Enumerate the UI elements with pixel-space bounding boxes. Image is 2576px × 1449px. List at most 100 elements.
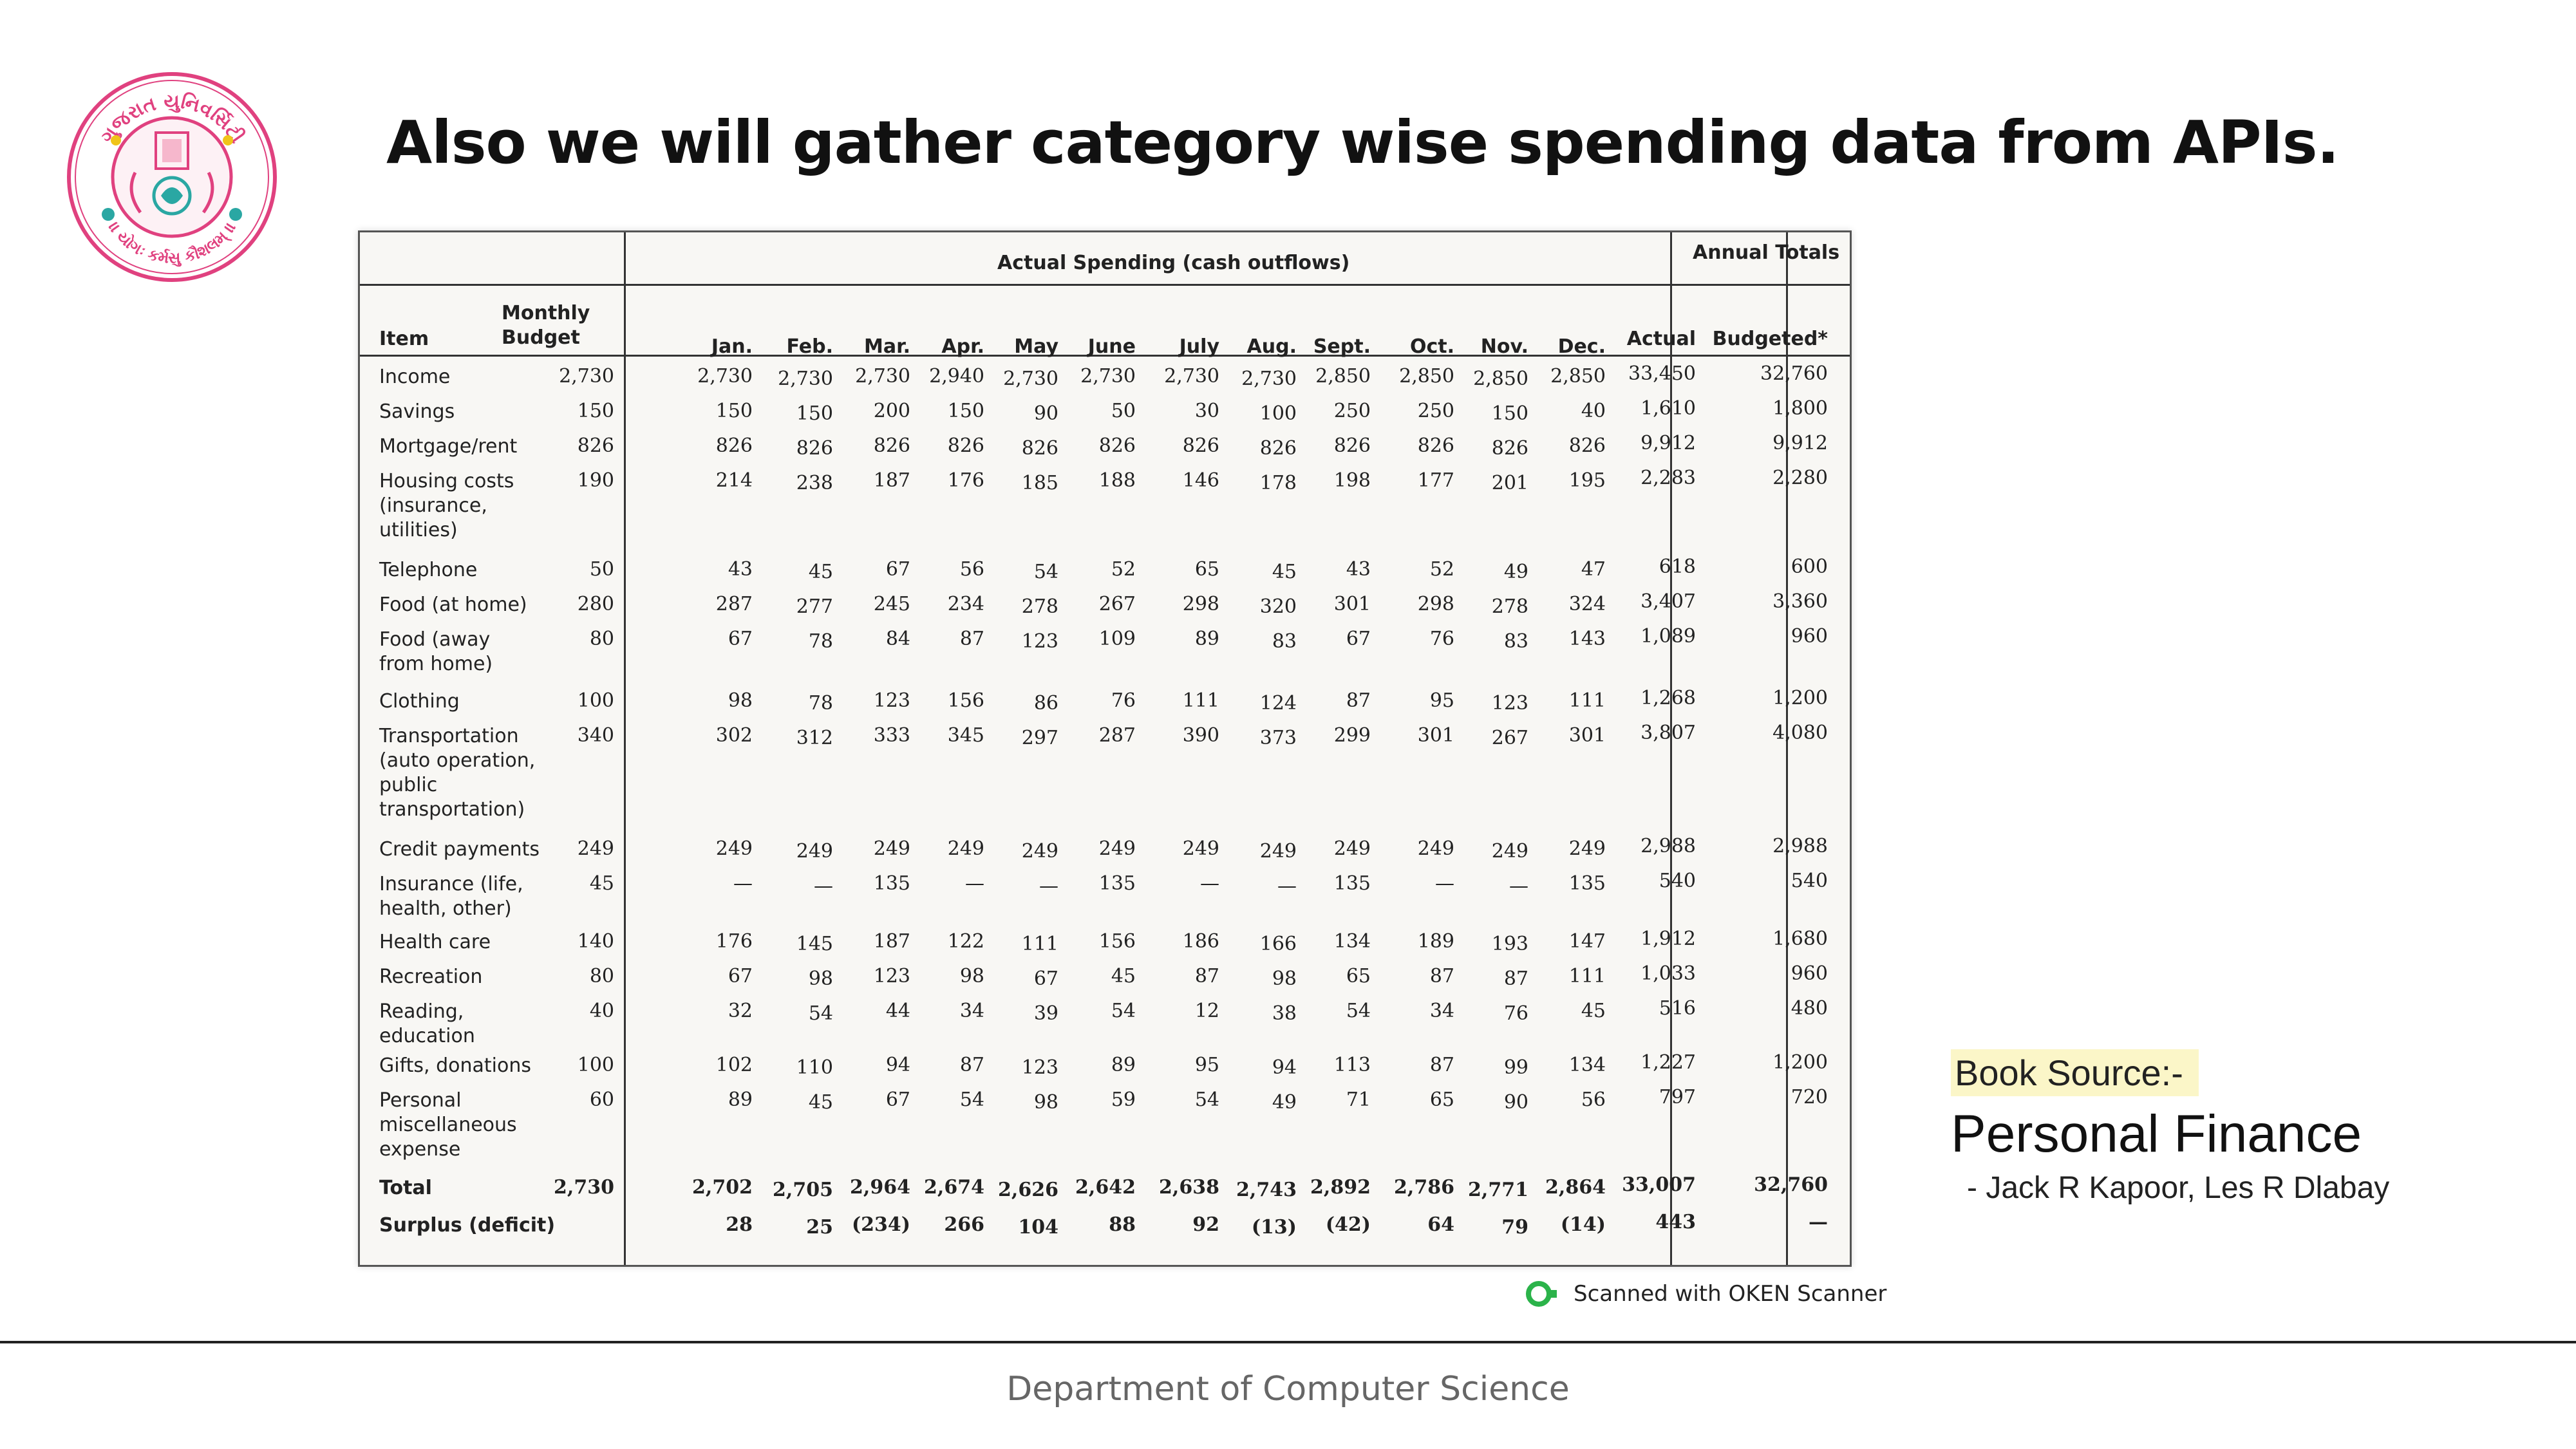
row-item-line: transportation) bbox=[379, 798, 525, 821]
footer-department: Department of Computer Science bbox=[1006, 1370, 1570, 1408]
row-month-value: 278 bbox=[1021, 595, 1058, 618]
row-month-value: 2,850 bbox=[1399, 365, 1454, 388]
row-item-line: Income bbox=[379, 366, 451, 388]
row-item-label: Clothing bbox=[379, 689, 460, 714]
row-month-value: 111 bbox=[1568, 689, 1606, 712]
row-month-value: 201 bbox=[1491, 472, 1528, 494]
row-month-value: 177 bbox=[1417, 469, 1454, 492]
row-item-label: Recreation bbox=[379, 965, 482, 989]
row-month-value: 83 bbox=[1503, 630, 1528, 653]
row-month-value: 145 bbox=[796, 933, 833, 955]
row-month-value: 826 bbox=[1259, 437, 1297, 460]
row-month-value: 189 bbox=[1417, 930, 1454, 953]
row-actual-total: 443 bbox=[1655, 1211, 1696, 1233]
row-month-value: 147 bbox=[1568, 930, 1606, 953]
row-month-value: 2,743 bbox=[1236, 1179, 1297, 1201]
row-month-value: 135 bbox=[873, 872, 910, 895]
row-month-value: 193 bbox=[1491, 933, 1528, 955]
row-month-value: 67 bbox=[728, 628, 753, 650]
row-month-value: 83 bbox=[1272, 630, 1297, 653]
row-month-value: 76 bbox=[1111, 689, 1136, 712]
footer-divider bbox=[0, 1341, 2576, 1343]
row-actual-total: 3,407 bbox=[1641, 590, 1696, 613]
row-month-value: 166 bbox=[1259, 933, 1297, 955]
month-header: Sept. bbox=[1313, 335, 1371, 358]
row-month-value: 50 bbox=[1111, 400, 1136, 422]
row-month-value: 2,892 bbox=[1310, 1176, 1371, 1199]
row-month-value: (14) bbox=[1560, 1213, 1606, 1236]
row-month-value: 78 bbox=[808, 692, 833, 715]
row-month-value: 826 bbox=[873, 435, 910, 457]
row-month-value: 156 bbox=[947, 689, 984, 712]
row-budgeted-total: 1,200 bbox=[1772, 1051, 1828, 1074]
row-month-value: 150 bbox=[715, 400, 753, 422]
row-month-value: — bbox=[814, 875, 833, 897]
row-month-value: 187 bbox=[873, 930, 910, 953]
row-month-value: 287 bbox=[1098, 724, 1136, 747]
row-month-value: 826 bbox=[1182, 435, 1219, 457]
row-monthly-budget: 100 bbox=[577, 1054, 614, 1076]
slide-title: Also we will gather category wise spendi… bbox=[386, 108, 2339, 177]
month-header: May bbox=[1014, 335, 1058, 358]
row-item-line: Transportation bbox=[379, 725, 519, 747]
row-item-label: Food (away from home) bbox=[379, 628, 493, 677]
row-month-value: 249 bbox=[1568, 837, 1606, 860]
row-month-value: 249 bbox=[1491, 840, 1528, 863]
row-month-value: — bbox=[1509, 875, 1528, 897]
row-month-value: 2,674 bbox=[924, 1176, 984, 1199]
row-month-value: 90 bbox=[1033, 402, 1058, 425]
row-month-value: 826 bbox=[1491, 437, 1528, 460]
row-month-value: 64 bbox=[1427, 1213, 1454, 1236]
row-month-value: 34 bbox=[959, 1000, 984, 1022]
row-month-value: 59 bbox=[1111, 1089, 1136, 1111]
row-item-label: Total bbox=[379, 1176, 432, 1201]
row-monthly-budget: 45 bbox=[589, 872, 614, 895]
row-month-value: 52 bbox=[1111, 558, 1136, 581]
row-month-value: 2,771 bbox=[1468, 1179, 1528, 1201]
row-month-value: 67 bbox=[728, 965, 753, 987]
row-month-value: 45 bbox=[1111, 965, 1136, 987]
row-month-value: 2,642 bbox=[1075, 1176, 1136, 1199]
row-item-line: Personal bbox=[379, 1089, 462, 1112]
row-month-value: 54 bbox=[1194, 1089, 1219, 1111]
row-monthly-budget: 100 bbox=[577, 689, 614, 712]
row-actual-total: 540 bbox=[1659, 870, 1696, 892]
row-month-value: 95 bbox=[1194, 1054, 1219, 1076]
row-month-value: 826 bbox=[1098, 435, 1136, 457]
row-month-value: 34 bbox=[1429, 1000, 1454, 1022]
row-month-value: 84 bbox=[885, 628, 910, 650]
row-month-value: (42) bbox=[1325, 1213, 1371, 1236]
row-item-label: Credit payments bbox=[379, 837, 540, 862]
row-item-line: Food (away bbox=[379, 628, 491, 651]
row-month-value: 52 bbox=[1429, 558, 1454, 581]
book-source-label: Book Source:- bbox=[1951, 1049, 2199, 1096]
row-month-value: 89 bbox=[728, 1089, 753, 1111]
row-actual-total: 33,007 bbox=[1622, 1173, 1696, 1196]
row-budgeted-total: — bbox=[1809, 1211, 1828, 1233]
row-month-value: 249 bbox=[947, 837, 984, 860]
month-header: Nov. bbox=[1480, 335, 1528, 358]
row-item-line: Total bbox=[379, 1177, 432, 1199]
month-header: Apr. bbox=[941, 335, 984, 358]
row-month-value: 94 bbox=[1272, 1056, 1297, 1079]
col-divider-budget bbox=[624, 232, 626, 1265]
row-month-value: 104 bbox=[1018, 1216, 1058, 1239]
row-item-label: Personal miscellaneous expense bbox=[379, 1089, 517, 1162]
row-month-value: 2,850 bbox=[1315, 365, 1371, 388]
row-month-value: 98 bbox=[728, 689, 753, 712]
row-actual-total: 1,089 bbox=[1641, 625, 1696, 648]
row-month-value: 47 bbox=[1581, 558, 1606, 581]
row-actual-total: 516 bbox=[1659, 997, 1696, 1020]
row-month-value: 87 bbox=[1503, 968, 1528, 990]
row-item-line: Reading, bbox=[379, 1000, 464, 1023]
row-month-value: 297 bbox=[1021, 727, 1058, 749]
row-monthly-budget: 60 bbox=[589, 1089, 614, 1111]
row-month-value: 67 bbox=[1346, 628, 1371, 650]
row-month-value: 249 bbox=[1417, 837, 1454, 860]
row-month-value: 373 bbox=[1259, 727, 1297, 749]
row-month-value: 2,730 bbox=[1241, 368, 1297, 390]
row-month-value: 98 bbox=[1033, 1091, 1058, 1114]
row-item-line: Gifts, donations bbox=[379, 1054, 531, 1077]
row-month-value: 2,730 bbox=[697, 365, 753, 388]
row-month-value: (234) bbox=[851, 1213, 910, 1236]
